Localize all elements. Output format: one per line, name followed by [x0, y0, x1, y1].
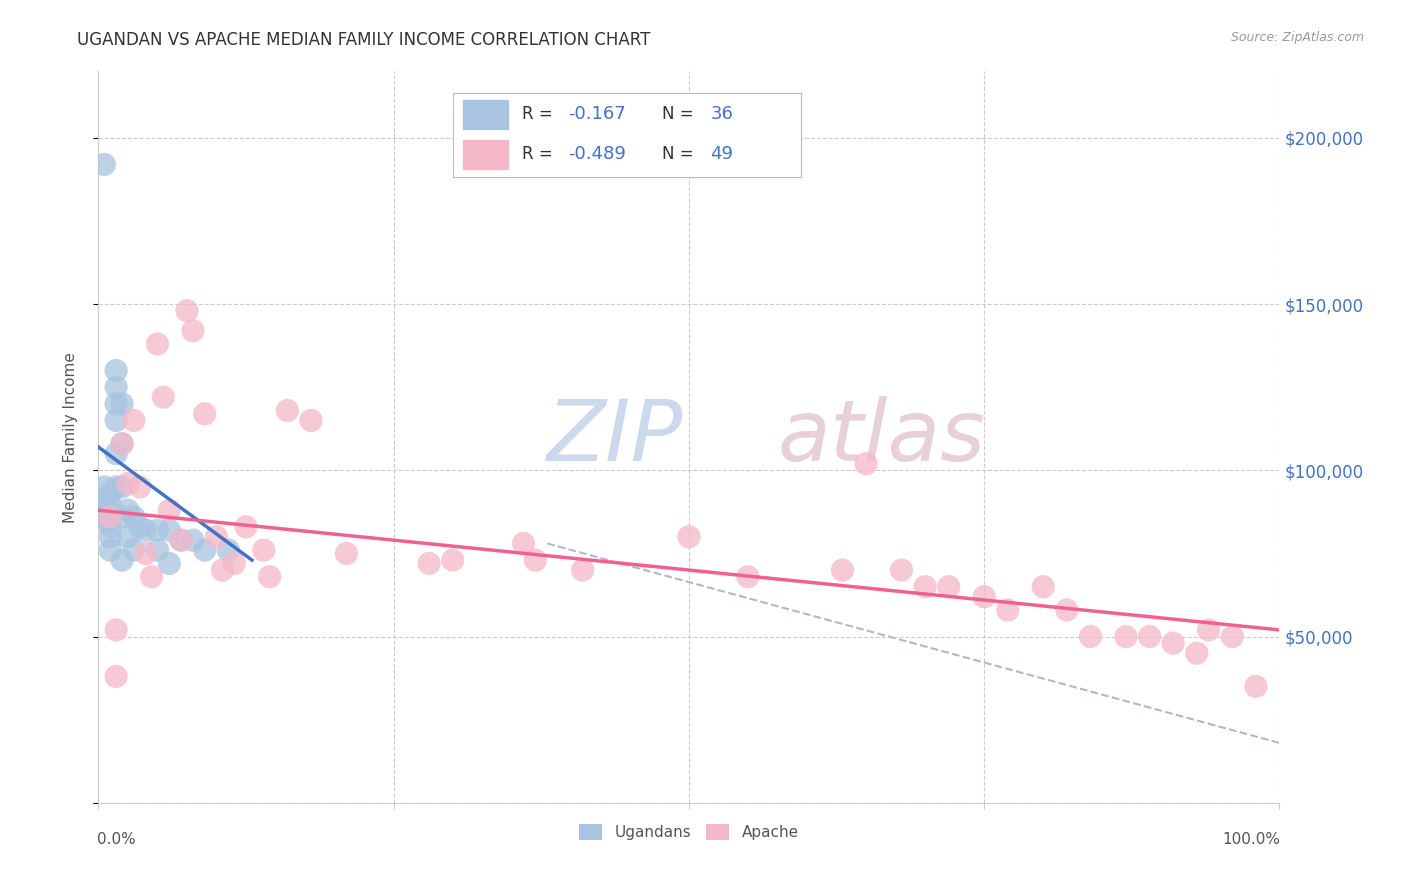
Point	[335, 546, 357, 560]
Point	[997, 603, 1019, 617]
Point	[938, 580, 960, 594]
Point	[299, 413, 322, 427]
Point	[571, 563, 593, 577]
Point	[93, 480, 115, 494]
Point	[152, 390, 174, 404]
Point	[194, 407, 217, 421]
Point	[276, 403, 298, 417]
Point	[737, 570, 759, 584]
Point	[93, 493, 115, 508]
Legend: Ugandans, Apache: Ugandans, Apache	[574, 818, 804, 847]
Point	[224, 557, 246, 571]
Point	[97, 513, 120, 527]
Point	[1080, 630, 1102, 644]
Point	[157, 523, 180, 537]
Point	[105, 623, 128, 637]
Point	[98, 507, 121, 521]
Point	[93, 157, 115, 171]
Point	[111, 509, 134, 524]
Point	[105, 397, 128, 411]
Point	[135, 546, 157, 560]
Point	[890, 563, 912, 577]
Point	[181, 533, 204, 548]
Point	[111, 436, 134, 450]
Point	[211, 563, 233, 577]
Point	[170, 533, 193, 548]
Point	[105, 669, 128, 683]
Point	[117, 530, 139, 544]
Point	[1185, 646, 1208, 660]
Point	[1056, 603, 1078, 617]
Point	[105, 480, 128, 494]
Point	[97, 503, 120, 517]
Point	[128, 480, 150, 494]
Point	[418, 557, 440, 571]
Point	[157, 557, 180, 571]
Point	[117, 503, 139, 517]
Point	[122, 543, 145, 558]
Text: UGANDAN VS APACHE MEDIAN FAMILY INCOME CORRELATION CHART: UGANDAN VS APACHE MEDIAN FAMILY INCOME C…	[77, 31, 651, 49]
Point	[98, 486, 121, 500]
Point	[235, 520, 257, 534]
Point	[111, 436, 134, 450]
Point	[831, 563, 853, 577]
Point	[105, 447, 128, 461]
Point	[105, 380, 128, 394]
Point	[524, 553, 547, 567]
Point	[170, 533, 193, 548]
Point	[98, 497, 121, 511]
Point	[157, 503, 180, 517]
Point	[111, 397, 134, 411]
Point	[181, 324, 204, 338]
Point	[176, 303, 198, 318]
Text: 100.0%: 100.0%	[1223, 832, 1281, 847]
Point	[973, 590, 995, 604]
Text: atlas: atlas	[778, 395, 986, 479]
Point	[146, 337, 169, 351]
Point	[512, 536, 534, 550]
Point	[105, 413, 128, 427]
Point	[105, 363, 128, 377]
Point	[141, 570, 163, 584]
Text: Source: ZipAtlas.com: Source: ZipAtlas.com	[1230, 31, 1364, 45]
Point	[111, 480, 134, 494]
Point	[253, 543, 276, 558]
Text: ZIP: ZIP	[547, 395, 683, 479]
Point	[135, 523, 157, 537]
Point	[1139, 630, 1161, 644]
Point	[146, 523, 169, 537]
Point	[1115, 630, 1137, 644]
Point	[146, 543, 169, 558]
Point	[194, 543, 217, 558]
Point	[855, 457, 877, 471]
Point	[117, 476, 139, 491]
Point	[1032, 580, 1054, 594]
Point	[441, 553, 464, 567]
Point	[1198, 623, 1220, 637]
Point	[98, 530, 121, 544]
Y-axis label: Median Family Income: Median Family Income	[63, 351, 77, 523]
Point	[98, 543, 121, 558]
Point	[217, 543, 239, 558]
Point	[259, 570, 281, 584]
Point	[98, 520, 121, 534]
Point	[1161, 636, 1184, 650]
Point	[1220, 630, 1243, 644]
Point	[1244, 680, 1267, 694]
Point	[205, 530, 228, 544]
Text: 0.0%: 0.0%	[97, 832, 136, 847]
Point	[678, 530, 700, 544]
Point	[122, 413, 145, 427]
Point	[128, 520, 150, 534]
Point	[122, 509, 145, 524]
Point	[914, 580, 936, 594]
Point	[98, 509, 121, 524]
Point	[111, 553, 134, 567]
